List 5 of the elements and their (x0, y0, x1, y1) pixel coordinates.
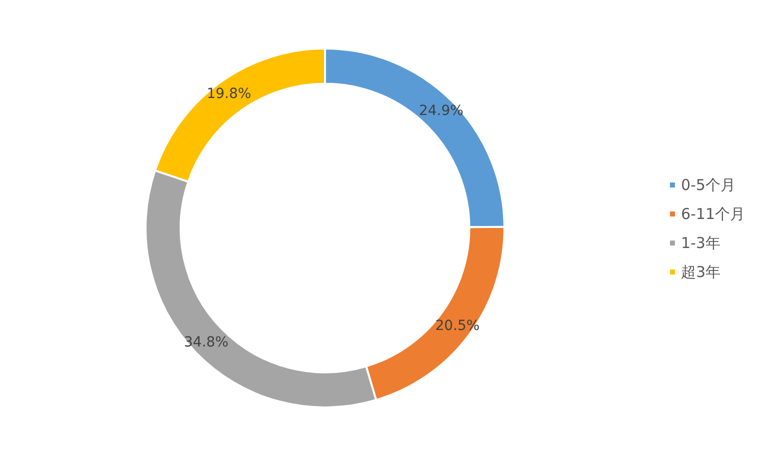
data-label: 19.8% (206, 86, 252, 102)
legend-label: 超3年 (680, 263, 721, 281)
legend-label: 1-3年 (680, 234, 720, 252)
legend-label: 6-11个月 (680, 205, 746, 223)
legend-label: 0-5个月 (680, 176, 736, 194)
